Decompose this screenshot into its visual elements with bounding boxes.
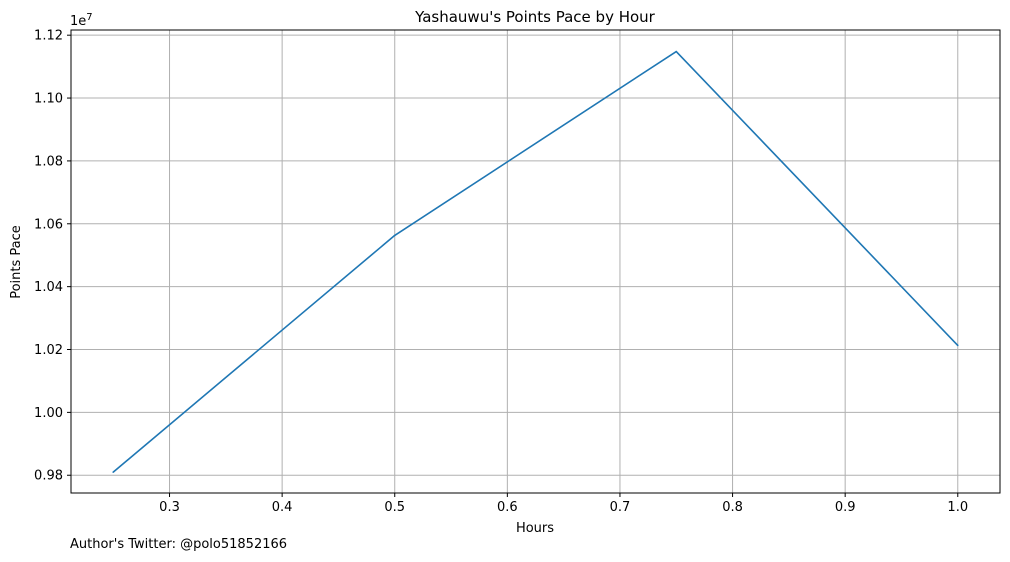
y-tick-label: 1.00	[34, 406, 63, 421]
y-tick-label: 1.06	[34, 217, 63, 232]
x-tick-label: 1.0	[947, 500, 968, 515]
y-multiplier-mantissa: 1e	[70, 14, 86, 29]
series-layer	[112, 50, 959, 473]
x-tick-label: 0.9	[835, 500, 856, 515]
y-tick-label: 0.98	[34, 469, 63, 484]
y-multiplier-exponent: 7	[86, 12, 92, 23]
y-tick-label: 1.04	[34, 280, 63, 295]
y-axis-ticks: 0.98 1.00 1.02 1.04 1.06 1.08 1.10 1.12	[34, 29, 71, 484]
data-point	[112, 471, 115, 473]
x-tick-label: 0.6	[497, 500, 518, 515]
data-point	[393, 234, 396, 237]
data-point	[956, 344, 959, 347]
x-axis-ticks: 0.3 0.4 0.5 0.6 0.7 0.8 0.9 1.0	[159, 493, 968, 515]
x-axis-label: Hours	[516, 521, 554, 536]
y-tick-label: 1.08	[34, 154, 63, 169]
x-tick-label: 0.8	[722, 500, 743, 515]
author-footnote: Author's Twitter: @polo51852166	[70, 537, 288, 552]
grid-lines	[71, 30, 1000, 493]
series-line	[112, 50, 959, 473]
x-tick-label: 0.5	[384, 500, 405, 515]
chart-title: Yashauwu's Points Pace by Hour	[414, 8, 656, 26]
x-tick-label: 0.3	[159, 500, 180, 515]
x-tick-label: 0.7	[610, 500, 631, 515]
y-tick-label: 1.12	[34, 29, 63, 44]
y-axis-multiplier: 1e7	[70, 12, 93, 29]
y-tick-label: 1.10	[34, 92, 63, 107]
axes-frame	[70, 29, 1001, 494]
data-point	[675, 50, 678, 53]
y-tick-label: 1.02	[34, 343, 63, 358]
y-axis-label: Points Pace	[9, 225, 24, 299]
x-tick-label: 0.4	[272, 500, 293, 515]
